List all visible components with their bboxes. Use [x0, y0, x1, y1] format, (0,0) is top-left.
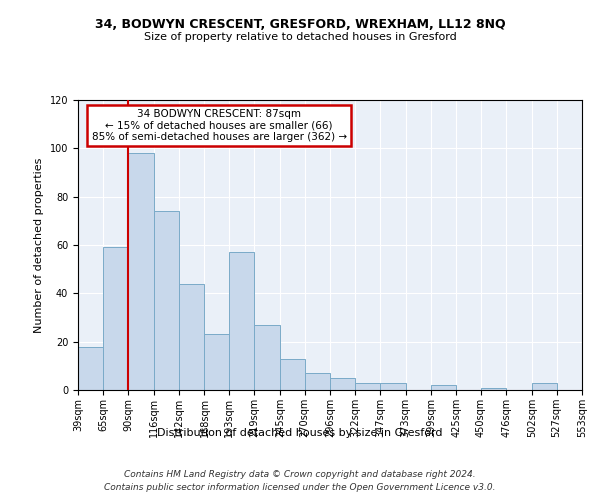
Bar	[78, 346, 103, 390]
Bar	[380, 383, 406, 390]
Bar	[330, 378, 355, 390]
Bar	[229, 252, 254, 390]
Bar	[154, 211, 179, 390]
Y-axis label: Number of detached properties: Number of detached properties	[34, 158, 44, 332]
Bar	[431, 385, 457, 390]
Text: Contains public sector information licensed under the Open Government Licence v3: Contains public sector information licen…	[104, 482, 496, 492]
Text: 34, BODWYN CRESCENT, GRESFORD, WREXHAM, LL12 8NQ: 34, BODWYN CRESCENT, GRESFORD, WREXHAM, …	[95, 18, 505, 30]
Bar	[179, 284, 205, 390]
Bar	[205, 334, 229, 390]
Text: Contains HM Land Registry data © Crown copyright and database right 2024.: Contains HM Land Registry data © Crown c…	[124, 470, 476, 479]
Bar	[582, 385, 600, 390]
Bar	[481, 388, 506, 390]
Bar	[128, 153, 154, 390]
Bar	[305, 373, 330, 390]
Text: Size of property relative to detached houses in Gresford: Size of property relative to detached ho…	[143, 32, 457, 42]
Bar	[103, 248, 128, 390]
Bar	[355, 383, 380, 390]
Bar	[254, 325, 280, 390]
Text: Distribution of detached houses by size in Gresford: Distribution of detached houses by size …	[157, 428, 443, 438]
Text: 34 BODWYN CRESCENT: 87sqm
← 15% of detached houses are smaller (66)
85% of semi-: 34 BODWYN CRESCENT: 87sqm ← 15% of detac…	[92, 108, 347, 142]
Bar	[280, 358, 305, 390]
Bar	[532, 383, 557, 390]
